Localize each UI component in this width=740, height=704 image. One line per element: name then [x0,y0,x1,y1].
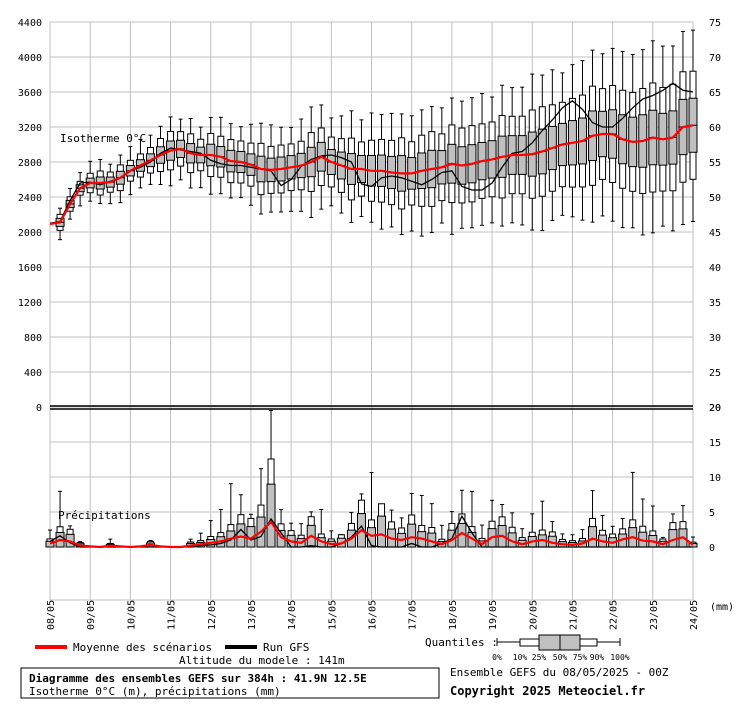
quantile-tick-label: 10% [513,653,528,662]
quantile-tick-label: 50% [553,653,568,662]
mean-isotherme-line [49,124,694,226]
x-date-label: 10/05 [126,600,137,630]
y-left-tick-label: 1200 [18,298,42,309]
y-right-tick-label: 45 [709,228,721,239]
chart-title: Diagramme des ensembles GEFS sur 384h : … [29,672,367,685]
precip-boxplots [45,410,698,548]
precip-tick-label: 20 [709,403,721,414]
altitude-text: Altitude du modele : 141m [179,654,345,667]
x-date-label: 14/05 [287,600,298,630]
y-right-tick-label: 35 [709,298,721,309]
quantile-tick-label: 90% [590,653,605,662]
y-right-tick-label: 55 [709,158,721,169]
y-left-tick-label: 2800 [18,158,42,169]
precip-quartile-box [367,527,376,548]
x-date-label: 19/05 [488,600,499,630]
x-date-label: 20/05 [528,600,539,630]
y-left-tick-label: 4000 [18,53,42,64]
precip-tick-label: 5 [709,508,715,519]
copyright-text: Copyright 2025 Meteociel.fr [450,684,645,698]
precip-panel-label: Précipitations [58,509,151,522]
x-date-label: 17/05 [408,600,419,630]
quantile-legend-box [496,634,621,651]
y-left-tick-label: 2400 [18,193,42,204]
y-right-tick-label: 50 [709,193,721,204]
y-left-tick-label: 800 [24,333,42,344]
chart-subtitle: Isotherme 0°C (m), précipitations (mm) [29,685,281,698]
precip-tick-label: 10 [709,473,721,484]
title-box [20,667,440,699]
y-right-tick-label: 20 [709,403,721,414]
x-date-label: 12/05 [207,600,218,630]
y-right-tick-label: 65 [709,88,721,99]
quantile-tick-label: 75% [573,653,588,662]
series-lines [49,82,694,549]
x-date-label: 23/05 [649,600,660,630]
x-date-label: 16/05 [368,600,379,630]
run-gfs-precip-line [49,514,693,548]
x-axis-unit: (mm) [710,602,734,613]
x-date-label: 09/05 [86,600,97,630]
quantiles-label: Quantiles : [425,636,498,649]
y-left-tick-label: 3600 [18,88,42,99]
y-right-tick-label: 30 [709,333,721,344]
y-left-tick-label: 4400 [18,18,42,29]
x-date-label: 24/05 [689,600,700,630]
legend-run-label: Run GFS [263,641,309,654]
y-left-tick-label: 0 [36,403,42,414]
y-left-tick-label: 400 [24,368,42,379]
y-right-tick-label: 40 [709,263,721,274]
quantile-tick-labels: 0% 10% 25% 50% 75% 90% 100% [492,653,630,662]
precip-tick-label: 0 [709,543,715,554]
y-left-tick-label: 1600 [18,263,42,274]
precip-quartile-box [377,515,387,548]
isotherme-panel-label: Isotherme 0°C [60,132,146,145]
ensemble-run-text: Ensemble GEFS du 08/05/2025 - 00Z [450,666,669,679]
precip-quartile-box [588,526,598,548]
y-right-tick-label: 75 [709,18,721,29]
x-date-label: 22/05 [609,600,620,630]
x-date-label: 18/05 [448,600,459,630]
y-right-tick-label: 25 [709,368,721,379]
precip-quartile-box [266,483,276,548]
mean-precip-line [49,520,694,549]
legend-mean-label: Moyenne des scénarios [73,641,212,654]
x-date-label: 15/05 [327,600,338,630]
x-date-label: 13/05 [247,600,258,630]
quantile-tick-label: 100% [610,653,629,662]
y-right-tick-label: 60 [709,123,721,134]
precip-tick-label: 15 [709,438,721,449]
x-date-label: 21/05 [568,600,579,630]
y-left-tick-label: 3200 [18,123,42,134]
quantile-tick-label: 25% [532,653,547,662]
x-date-label: 08/05 [46,600,57,630]
precip-quartile-box [407,523,417,548]
y-left-tick-label: 2000 [18,228,42,239]
quantile-tick-label: 0% [492,653,502,662]
y-right-tick-label: 70 [709,53,721,64]
axis-ticks: 08/05 09/05 10/05 11/05 12/05 13/05 14/05 15/05… [18,18,721,630]
x-date-label: 11/05 [167,600,178,630]
